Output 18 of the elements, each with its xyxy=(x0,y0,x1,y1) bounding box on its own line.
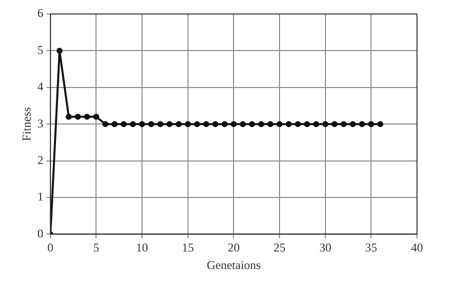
x-tick-label: 30 xyxy=(319,240,332,255)
y-tick-label: 2 xyxy=(37,152,44,167)
x-axis-title: Genetaions xyxy=(206,258,262,272)
y-tick-label: 4 xyxy=(37,80,44,94)
y-tick-label: 6 xyxy=(37,6,44,20)
x-tick-label: 35 xyxy=(365,240,378,255)
x-tick-label: 0 xyxy=(47,240,54,255)
y-tick-label: 1 xyxy=(37,190,44,204)
y-tick-label: 0 xyxy=(37,226,44,240)
x-tick-label: 15 xyxy=(182,240,194,255)
y-tick-label: 3 xyxy=(37,116,44,130)
y-tick-label: 5 xyxy=(37,42,44,57)
x-tick-label: 10 xyxy=(136,240,148,255)
x-tick-label: 20 xyxy=(228,240,240,255)
x-tick-label: 40 xyxy=(411,240,423,255)
y-axis-title: Fitness xyxy=(19,106,34,142)
x-tick-label: 25 xyxy=(274,240,286,255)
x-tick-label: 5 xyxy=(93,240,100,255)
